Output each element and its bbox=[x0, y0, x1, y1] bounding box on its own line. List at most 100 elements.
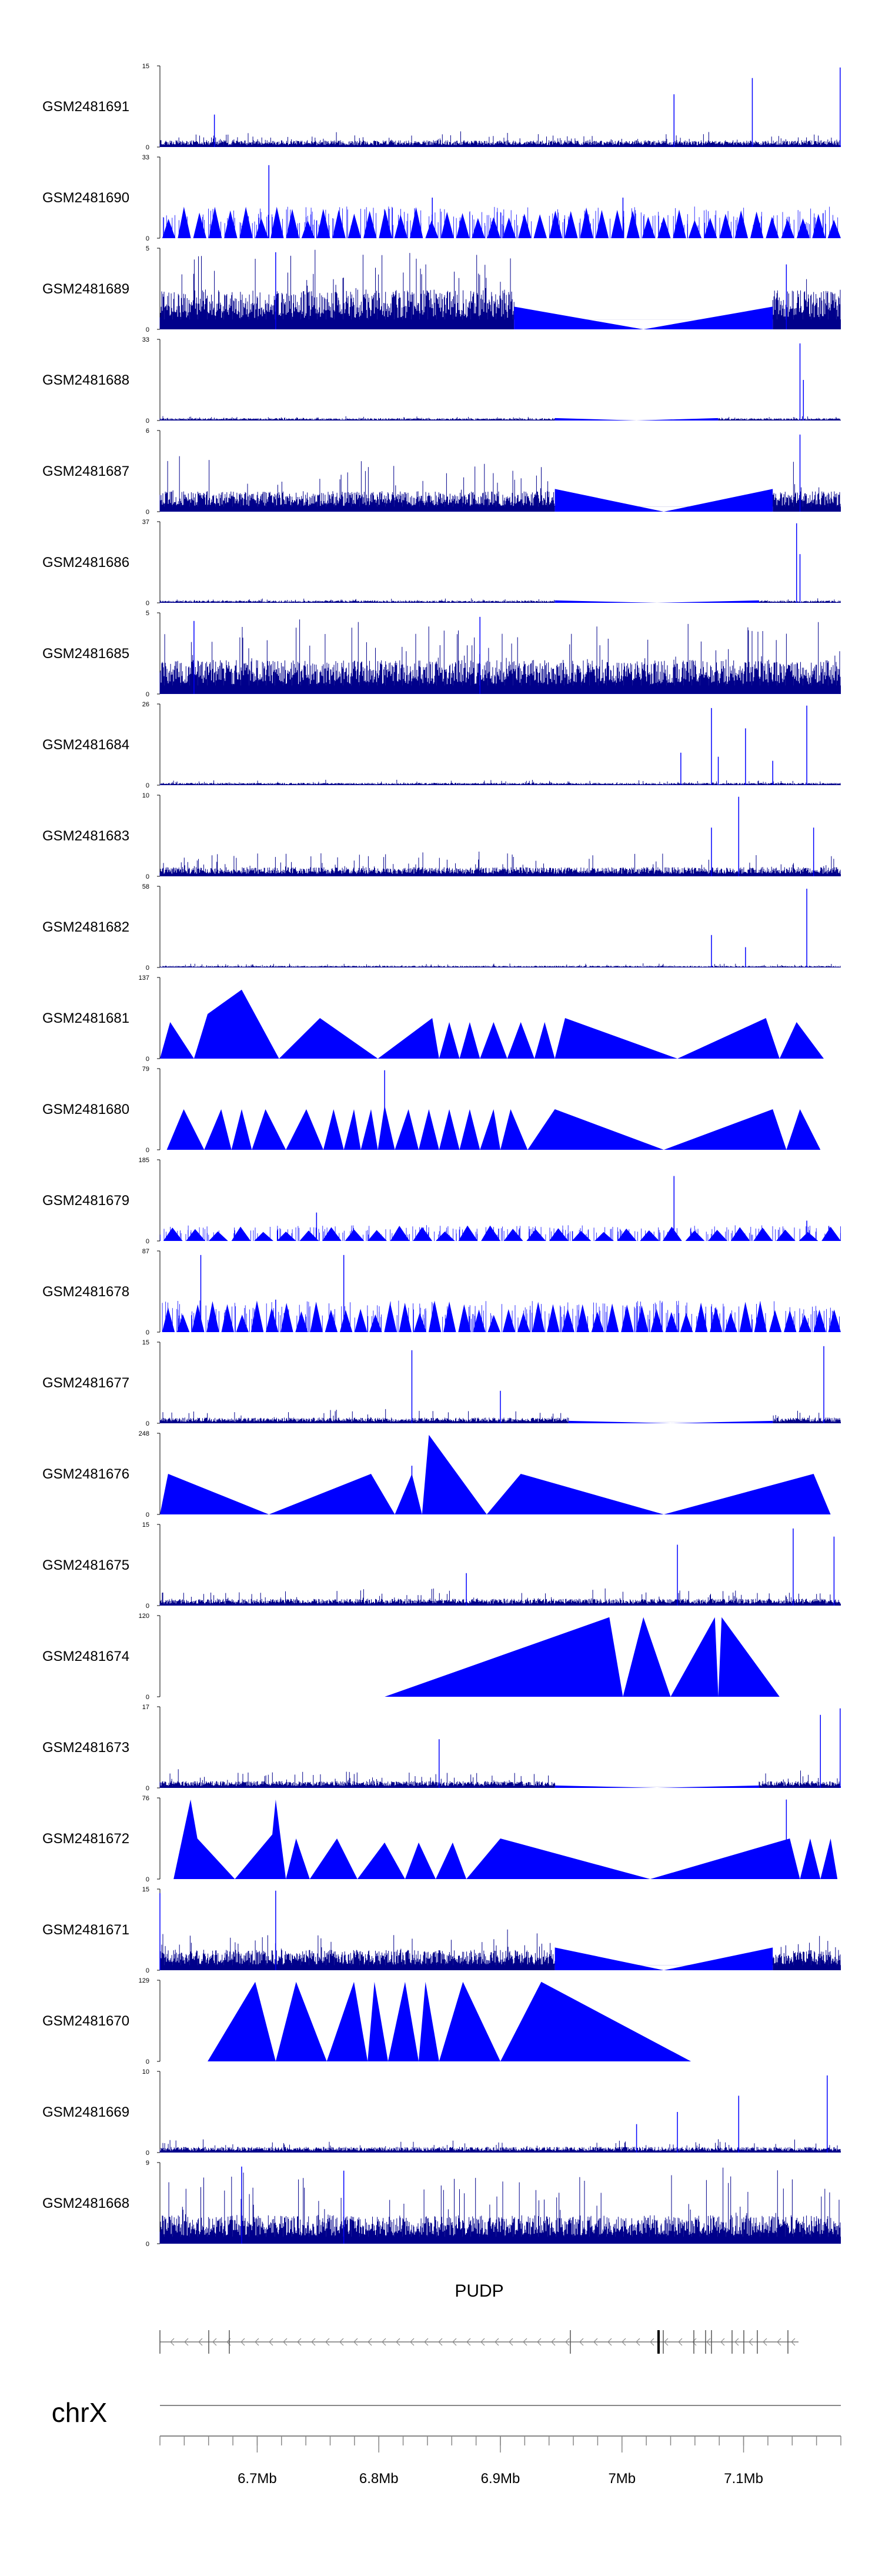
y-min-label: 0 bbox=[146, 144, 149, 151]
y-min-label: 0 bbox=[146, 1511, 149, 1519]
coverage-marks bbox=[173, 1799, 838, 1879]
strand-arrow bbox=[607, 2338, 612, 2346]
track-GSM2481684: GSM2481684 26 0 bbox=[42, 701, 841, 789]
y-max-label: 129 bbox=[139, 1977, 149, 1984]
coverage-area bbox=[160, 989, 824, 1059]
y-max-label: 15 bbox=[142, 1886, 149, 1893]
coverage-area bbox=[385, 1617, 780, 1697]
coverage-floor bbox=[160, 1965, 841, 1970]
strand-arrow bbox=[664, 2338, 669, 2346]
track-label: GSM2481675 bbox=[42, 1557, 129, 1573]
strand-arrow bbox=[777, 2338, 781, 2346]
coverage-marks bbox=[160, 165, 841, 238]
strand-arrow bbox=[706, 2338, 711, 2346]
coverage-marks bbox=[159, 1346, 841, 1424]
coverage-marks bbox=[159, 796, 841, 876]
strand-arrow bbox=[353, 2338, 358, 2346]
track-label: GSM2481672 bbox=[42, 1831, 129, 1847]
y-max-label: 37 bbox=[142, 519, 149, 526]
track-GSM2481678: GSM2481678 87 0 bbox=[42, 1248, 841, 1336]
strand-arrow bbox=[240, 2338, 245, 2346]
coverage-bars bbox=[159, 779, 841, 785]
track-label: GSM2481674 bbox=[42, 1649, 129, 1664]
track-label: GSM2481690 bbox=[42, 190, 129, 206]
y-min-label: 0 bbox=[146, 2241, 149, 2248]
strand-arrow bbox=[396, 2338, 400, 2346]
y-max-label: 15 bbox=[142, 1339, 149, 1346]
coverage-floor bbox=[160, 1604, 841, 1606]
x-tick-label: 7Mb bbox=[608, 2471, 636, 2487]
track-GSM2481676: GSM2481676 248 0 bbox=[42, 1430, 831, 1519]
coverage-area bbox=[166, 1105, 821, 1150]
coverage-marks bbox=[160, 1176, 841, 1241]
track-label: GSM2481670 bbox=[42, 2013, 129, 2029]
track-GSM2481675: GSM2481675 15 0 bbox=[42, 1521, 841, 1610]
track-label: GSM2481691 bbox=[42, 99, 129, 115]
y-min-label: 0 bbox=[146, 1420, 149, 1427]
track-GSM2481672: GSM2481672 76 0 bbox=[42, 1795, 838, 1883]
coverage-marks bbox=[159, 1528, 841, 1606]
y-min-label: 0 bbox=[146, 1056, 149, 1063]
coverage-bars bbox=[159, 1588, 841, 1606]
track-label: GSM2481683 bbox=[42, 828, 129, 844]
strand-arrow bbox=[650, 2338, 654, 2346]
strand-arrow bbox=[692, 2338, 697, 2346]
strand-arrow bbox=[791, 2338, 796, 2346]
coverage-marks bbox=[159, 434, 841, 512]
coverage-marks bbox=[159, 1708, 841, 1788]
track-label: GSM2481682 bbox=[42, 919, 129, 935]
y-min-label: 0 bbox=[146, 965, 149, 972]
strand-arrow bbox=[311, 2338, 316, 2346]
strand-arrow bbox=[593, 2338, 598, 2346]
coverage-marks bbox=[159, 889, 841, 967]
coverage-floor bbox=[160, 145, 841, 147]
coverage-lines bbox=[160, 1225, 841, 1241]
y-max-label: 58 bbox=[142, 883, 149, 890]
track-label: GSM2481669 bbox=[42, 2104, 129, 2120]
coverage-area bbox=[160, 1434, 831, 1514]
strand-arrow bbox=[170, 2338, 175, 2346]
coverage-floor bbox=[160, 420, 841, 421]
track-GSM2481690: GSM2481690 33 0 bbox=[42, 154, 841, 242]
strand-arrow bbox=[636, 2338, 640, 2346]
coverage-floor bbox=[160, 506, 841, 512]
strand-arrow bbox=[198, 2338, 203, 2346]
track-label: GSM2481685 bbox=[42, 646, 129, 662]
genomic-axis: 6.7Mb 6.8Mb 6.9Mb 7Mb 7.1Mb bbox=[159, 2435, 841, 2487]
coverage-floor bbox=[160, 685, 841, 694]
y-min-label: 0 bbox=[146, 1147, 149, 1154]
track-GSM2481668: GSM2481668 9 0 bbox=[42, 2160, 841, 2248]
strand-arrow bbox=[509, 2338, 513, 2346]
y-max-label: 87 bbox=[142, 1248, 149, 1255]
y-max-label: 185 bbox=[139, 1157, 149, 1164]
track-GSM2481671: GSM2481671 15 0 bbox=[42, 1886, 841, 1974]
y-min-label: 0 bbox=[146, 1329, 149, 1336]
y-min-label: 0 bbox=[146, 1238, 149, 1245]
strand-arrow bbox=[368, 2338, 372, 2346]
track-label: GSM2481686 bbox=[42, 555, 129, 570]
track-GSM2481669: GSM2481669 10 0 bbox=[42, 2068, 841, 2157]
y-min-label: 0 bbox=[146, 782, 149, 789]
strand-arrow bbox=[565, 2338, 570, 2346]
track-GSM2481679: GSM2481679 185 0 bbox=[42, 1157, 841, 1245]
coverage-interpolation bbox=[514, 306, 773, 329]
coverage-marks bbox=[159, 249, 841, 330]
track-label: GSM2481688 bbox=[42, 372, 129, 388]
coverage-marks bbox=[385, 1617, 780, 1697]
coverage-area bbox=[160, 1225, 841, 1241]
track-GSM2481689: GSM2481689 5 0 bbox=[42, 245, 841, 333]
strand-arrow bbox=[480, 2338, 485, 2346]
coverage-bars bbox=[159, 2167, 841, 2244]
y-min-label: 0 bbox=[146, 509, 149, 516]
coverage-bars bbox=[159, 1769, 841, 1788]
coverage-interpolation bbox=[554, 600, 760, 603]
y-max-label: 10 bbox=[142, 2068, 149, 2076]
y-min-label: 0 bbox=[146, 691, 149, 698]
track-GSM2481677: GSM2481677 15 0 bbox=[42, 1339, 841, 1427]
coverage-bars bbox=[159, 852, 841, 876]
track-label: GSM2481676 bbox=[42, 1466, 129, 1482]
strand-arrow bbox=[734, 2338, 739, 2346]
strand-arrow bbox=[283, 2338, 288, 2346]
